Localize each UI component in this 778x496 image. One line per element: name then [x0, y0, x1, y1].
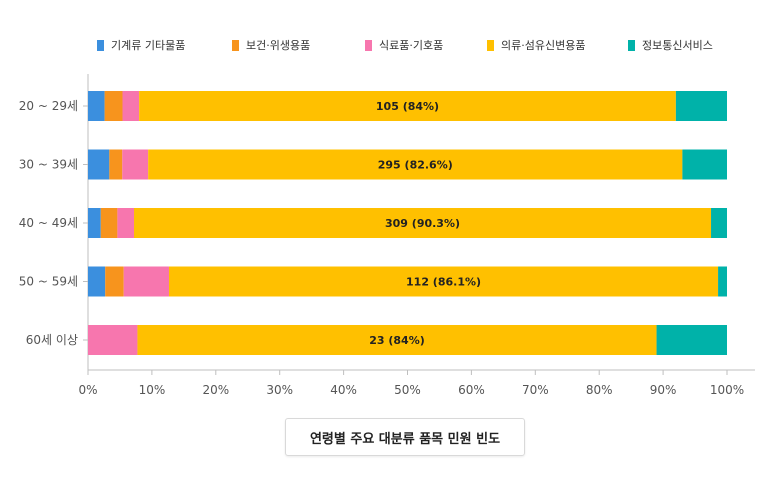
legend-item: 의류·섬유신변용품 [487, 36, 585, 54]
x-tick-label: 0% [78, 383, 97, 397]
x-tick-label: 60% [458, 383, 485, 397]
category-label: 20 ~ 29세 [19, 99, 78, 113]
bar-segment-3 [88, 325, 138, 355]
category-label: 60세 이상 [26, 333, 78, 347]
bar-segment-2 [105, 266, 124, 297]
legend-swatch [97, 39, 104, 51]
bar-segment-3 [123, 266, 169, 297]
legend-label: 정보통신서비스 [642, 39, 713, 52]
bar-segment-1 [88, 91, 105, 121]
bar-segment-4 [168, 266, 719, 297]
bar-segment-5 [656, 325, 727, 355]
bar-segment-3 [117, 208, 135, 238]
x-tick-label: 50% [394, 383, 421, 397]
category-label: 40 ~ 49세 [19, 216, 78, 230]
legend-label: 식료품·기호품 [379, 39, 444, 52]
legend-swatch [487, 39, 494, 51]
x-tick-label: 10% [139, 383, 166, 397]
x-tick-label: 20% [202, 383, 229, 397]
bar-segment-2 [104, 91, 123, 121]
chart: 0% 10% 20% 30% 40% 50% 60% 70% 80% 90% 100% 20 ~ 29… [19, 74, 755, 397]
legend-item: 보건·위생용품 [232, 36, 310, 54]
bar-segment-3 [122, 149, 149, 180]
x-tick-label: 90% [650, 383, 677, 397]
legend-swatch [628, 39, 635, 51]
data-label: 112 (86.1%) [406, 276, 481, 289]
bar-segment-5 [711, 208, 727, 238]
chart-caption: 연령별 주요 대분류 품목 민원 빈도 [309, 431, 501, 447]
bar-segment-1 [88, 266, 106, 297]
bar-segment-5 [682, 149, 727, 180]
legend-label: 의류·섬유신변용품 [501, 39, 586, 52]
data-label: 309 (90.3%) [385, 217, 460, 230]
data-label: 23 (84%) [369, 334, 425, 347]
legend-item: 식료품·기호품 [365, 36, 443, 54]
x-tick-label: 100% [710, 383, 744, 397]
bar-segment-1 [88, 149, 110, 180]
category-label: 30 ~ 39세 [19, 158, 78, 172]
x-tick-label: 80% [586, 383, 613, 397]
data-label: 295 (82.6%) [378, 159, 453, 172]
bar-segment-2 [100, 208, 118, 238]
bar-segment-2 [109, 149, 123, 180]
legend-swatch [232, 39, 239, 51]
x-tick-label: 70% [522, 383, 549, 397]
bar-segment-5 [718, 266, 727, 297]
bar-segment-4 [134, 208, 712, 238]
legend-item: 기계류 기타물품 [97, 36, 185, 54]
bar-segment-1 [88, 208, 101, 238]
x-tick-label: 40% [330, 383, 357, 397]
bar-segment-4 [148, 149, 683, 180]
bar-segment-4 [137, 325, 657, 355]
legend-swatch [365, 39, 372, 51]
legend-label: 기계류 기타물품 [111, 39, 186, 52]
x-tick-label: 30% [266, 383, 293, 397]
bar-segment-3 [122, 91, 140, 121]
chart-caption-box: 연령별 주요 대분류 품목 민원 빈도 [285, 418, 525, 456]
bar-segment-5 [675, 91, 727, 121]
bar-segment-4 [139, 91, 676, 121]
data-label: 105 (84%) [376, 100, 439, 113]
legend-label: 보건·위생용품 [246, 39, 311, 52]
category-label: 50 ~ 59세 [19, 275, 78, 289]
legend-item: 정보통신서비스 [628, 36, 713, 54]
